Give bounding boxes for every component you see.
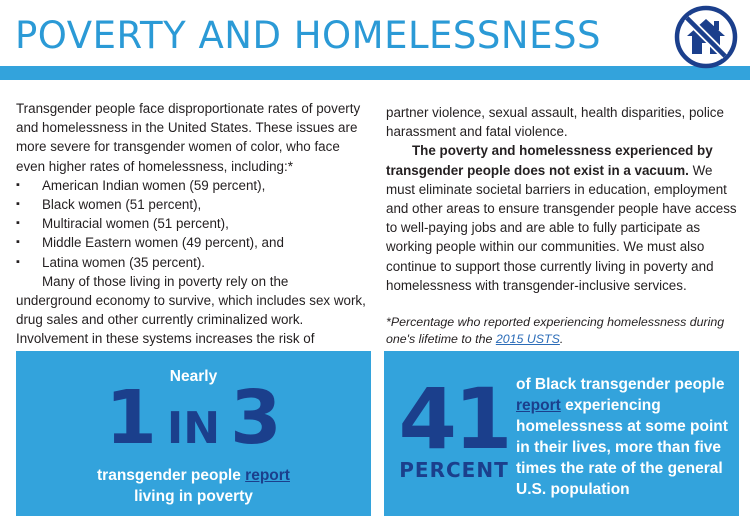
stat-nearly-label: Nearly [169,368,218,385]
stat-number-41: 41 [398,370,513,468]
usts-link[interactable]: 2015 USTS [495,332,560,347]
list-item: Multiracial women (51 percent), [16,214,368,233]
stat-in-word: IN [166,403,221,454]
no-house-icon [673,4,739,70]
homelessness-stat-box: 41 PERCENT of Black transgender people r… [384,351,739,516]
bold-lead-sentence: The poverty and homelessness experienced… [386,143,713,178]
intro-paragraph: Transgender people face disproportionate… [16,101,361,174]
page-title: POVERTY AND HOMELESSNESS [15,14,601,57]
continued-paragraph: partner violence, sexual assault, health… [386,105,724,140]
vacuum-paragraph-body: We must eliminate societal barriers in e… [386,162,737,293]
stat-homelessness-caption: of Black transgender people report exper… [516,374,731,500]
stat-caption-text: transgender people [97,467,246,484]
stat-percent-label: PERCENT [399,458,509,482]
footnote-text: *Percentage who reported experiencing ho… [386,315,725,347]
poverty-stat-box: Nearly 1 IN 3 transgender people report liv… [16,351,371,516]
left-text-column: Transgender people face disproportionate… [16,99,368,368]
list-item: Middle Eastern women (49 percent), and [16,233,368,252]
footnote-end: . [559,332,564,347]
homelessness-report-link[interactable]: report [516,397,561,414]
title-underline-bar [0,66,750,80]
stat-one-in-three: 1 IN 3 [16,381,371,455]
stat-caption-text-2: experiencing homelessness at some point … [516,397,728,498]
homelessness-rate-list: American Indian women (59 percent), Blac… [16,176,368,272]
stat-poverty-caption: transgender people report living in pover… [16,465,371,507]
stat-caption-text-2: living in poverty [134,488,253,505]
footnote: *Percentage who reported experiencing ho… [386,314,738,348]
poverty-report-link[interactable]: report [245,467,290,484]
stat-caption-text: of Black transgender people [516,376,725,393]
list-item: Black women (51 percent), [16,195,368,214]
list-item: American Indian women (59 percent), [16,176,368,195]
vacuum-paragraph: The poverty and homelessness experienced… [386,141,738,295]
stat-number-one: 1 [105,375,157,461]
stat-number-three: 3 [230,375,282,461]
right-text-column: partner violence, sexual assault, health… [386,103,738,348]
list-item: Latina women (35 percent). [16,253,368,272]
